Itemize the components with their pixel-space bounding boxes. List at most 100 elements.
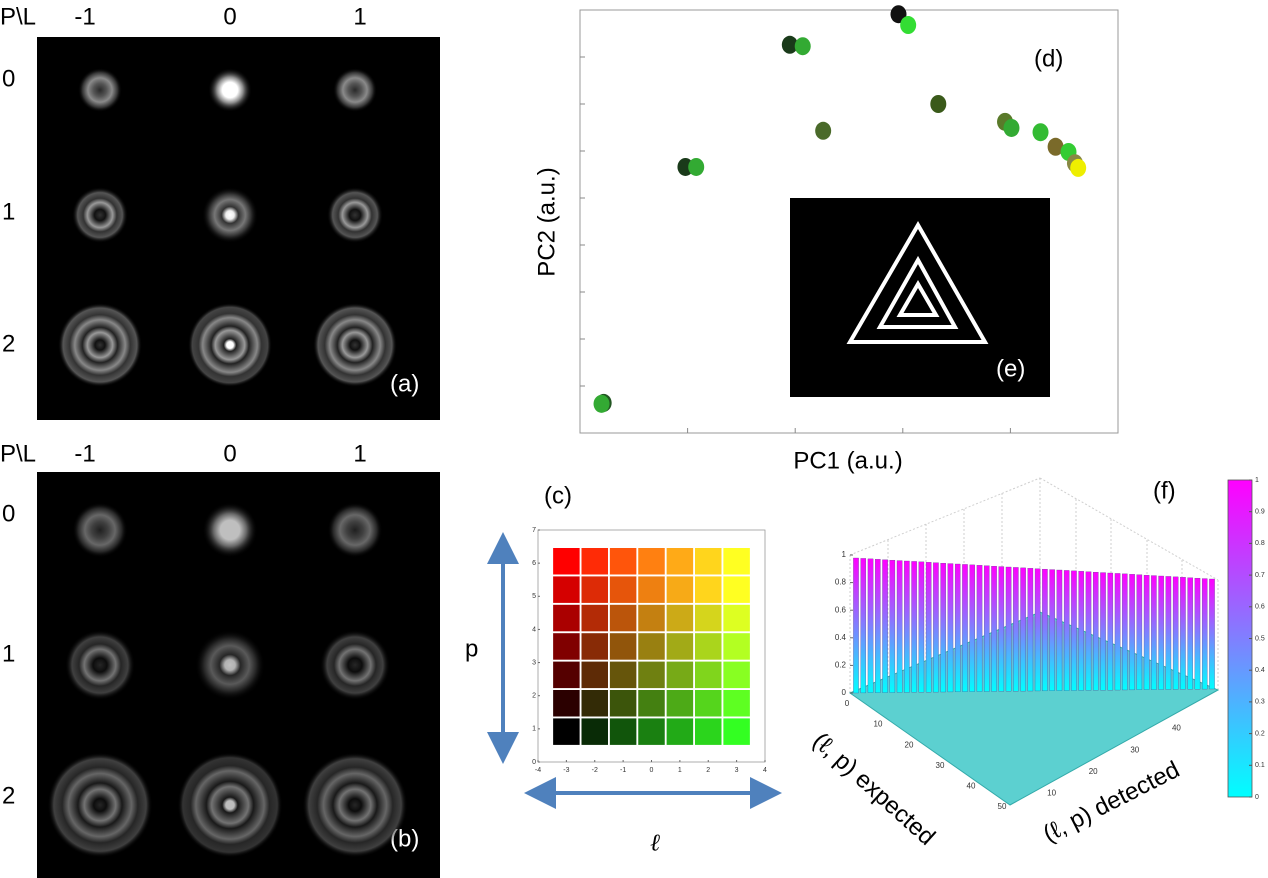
row-label: 0 — [2, 500, 15, 527]
y-tick-label: 0 — [532, 759, 536, 766]
y-tick-label: 2 — [532, 693, 536, 700]
diagonal-bar — [875, 559, 881, 693]
axis-title: ℓ — [650, 831, 660, 857]
beam-spot — [202, 502, 258, 558]
beam-spot — [177, 752, 283, 858]
diagonal-bar — [1071, 570, 1077, 691]
beam-spot — [78, 68, 122, 112]
diagonal-bar — [882, 559, 888, 693]
mode-cell — [581, 604, 608, 632]
colorbar-tick-label: 0.2 — [1255, 730, 1265, 737]
diagonal-bar — [998, 566, 1005, 692]
scatter-point — [1047, 137, 1064, 156]
diagonal-bar — [1093, 571, 1099, 691]
mode-cell — [553, 661, 580, 689]
diagonal-bar — [1114, 573, 1121, 691]
expected-tick-label: 20 — [905, 740, 914, 749]
panel-tag: (e) — [996, 355, 1025, 382]
diagonal-bar — [1056, 569, 1063, 691]
diagonal-bar — [1187, 577, 1193, 690]
axis-title: PC1 (a.u.) — [793, 447, 902, 474]
y-tick-label: 7 — [532, 527, 536, 534]
mode-cell — [638, 604, 665, 632]
x-tick-label: 0 — [650, 767, 654, 774]
diagonal-bar — [867, 558, 874, 693]
diagonal-bar — [860, 558, 867, 694]
mode-cell — [553, 690, 580, 717]
column-label: 1 — [353, 3, 366, 30]
mode-cell — [638, 548, 665, 575]
box-edge — [849, 477, 1041, 556]
beam-spot — [47, 752, 153, 858]
diagonal-bar — [889, 559, 896, 693]
expected-tick-label: 0 — [845, 699, 850, 708]
column-label: 1 — [353, 440, 366, 467]
mode-cell — [723, 633, 750, 660]
diagonal-bar — [911, 561, 917, 693]
scatter-point — [593, 394, 610, 413]
x-tick-label: 2 — [706, 767, 710, 774]
x-tick-label: 4 — [763, 767, 767, 774]
mode-cell — [609, 661, 637, 689]
diagonal-bar — [896, 560, 903, 693]
y-tick-label: 5 — [532, 593, 536, 600]
outer-triangle — [846, 220, 989, 344]
mode-cell — [609, 548, 637, 575]
mode-cell — [723, 661, 750, 689]
diagonal-bar — [1100, 572, 1106, 691]
row-label: 2 — [2, 782, 15, 809]
beam-spot — [202, 187, 258, 243]
mode-cell — [723, 718, 750, 745]
row-label: 2 — [2, 330, 15, 357]
expected-tick-label: 10 — [874, 720, 883, 729]
diagonal-bar — [904, 560, 910, 693]
beam-spot — [302, 752, 408, 858]
column-label: -1 — [74, 3, 95, 30]
diagonal-bar — [1136, 574, 1143, 690]
mode-cell — [581, 661, 608, 689]
diagonal-bar — [1201, 578, 1208, 690]
x-tick-label: -4 — [535, 767, 541, 774]
diagonal-bar — [1107, 572, 1114, 691]
colorbar-tick-label: 0.5 — [1255, 635, 1265, 642]
panel-tag: (c) — [544, 482, 572, 509]
beam-spot — [208, 68, 252, 112]
z-tick-label: 0.6 — [835, 605, 847, 614]
colorbar-tick-label: 0.9 — [1255, 509, 1265, 516]
colorbar-tick-label: 0.1 — [1255, 762, 1265, 769]
x-tick-label: 3 — [735, 767, 739, 774]
mode-cell — [609, 718, 637, 745]
diagonal-bar — [976, 565, 983, 692]
panel-tag: (f) — [1153, 477, 1176, 504]
diagonal-bar — [1034, 568, 1041, 692]
mode-cell — [695, 548, 722, 575]
diagonal-bar — [947, 563, 954, 693]
diagonal-bar — [853, 557, 859, 694]
mode-cell — [581, 718, 608, 745]
corner-label: P\L — [0, 3, 36, 30]
mode-cell — [609, 633, 637, 660]
middle-triangle — [876, 255, 959, 329]
diagonal-bar — [1005, 566, 1012, 692]
mode-cell — [666, 576, 694, 603]
diagonal-bar — [991, 565, 997, 692]
mode-cell — [553, 548, 580, 575]
colorbar-tick-label: 1 — [1255, 477, 1259, 484]
detected-tick-label: 40 — [1172, 724, 1181, 733]
mode-cell — [695, 690, 722, 717]
diagonal-bar — [1143, 574, 1150, 690]
box-edge — [1039, 477, 1219, 581]
mode-cell — [553, 576, 580, 603]
x-tick-label: 1 — [678, 767, 682, 774]
beam-spot — [327, 187, 383, 243]
mode-cell — [581, 690, 608, 717]
z-tick-label: 0.2 — [835, 661, 847, 670]
mode-cell — [638, 718, 665, 745]
mode-cell — [666, 633, 694, 660]
diagonal-bar — [1049, 569, 1055, 691]
scatter-point — [794, 37, 811, 56]
mode-cell — [609, 604, 637, 632]
diagonal-bar — [954, 563, 961, 693]
mode-cell — [638, 661, 665, 689]
z-tick-label: 0.4 — [835, 633, 847, 642]
